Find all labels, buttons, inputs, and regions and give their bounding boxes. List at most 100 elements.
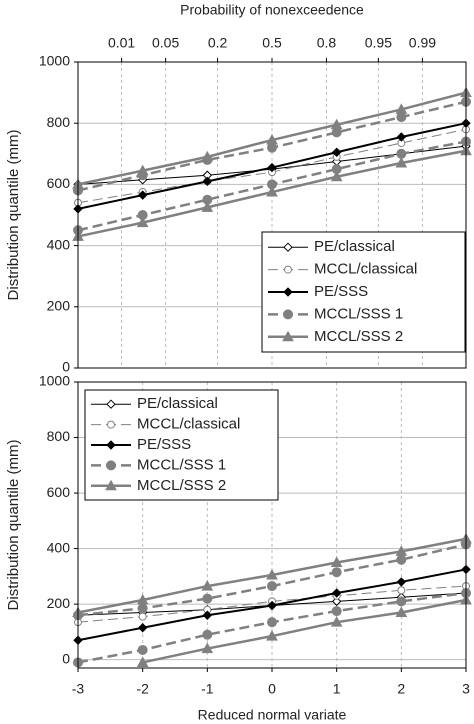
marker — [267, 617, 277, 628]
x-tick-label: -3 — [72, 681, 85, 697]
x-axis-title: Reduced normal variate — [198, 707, 347, 723]
legend-label: PE/classical — [137, 395, 218, 412]
legend-label: MCCL/SSS 2 — [137, 477, 226, 494]
y-tick-label: 400 — [47, 539, 71, 555]
x-tick-label: 1 — [333, 681, 341, 697]
legend-marker — [106, 440, 116, 450]
legend-marker — [284, 265, 292, 274]
marker — [396, 148, 407, 159]
marker — [136, 216, 149, 228]
marker — [201, 580, 214, 591]
y-axis-title: Distribution quantile (mm) — [5, 130, 22, 301]
y-tick-label: 200 — [47, 298, 71, 314]
marker — [137, 644, 148, 655]
marker — [266, 630, 278, 641]
marker — [267, 162, 277, 173]
legend-marker — [107, 420, 115, 429]
series-line — [142, 598, 467, 664]
y-tick-label: 1000 — [39, 373, 70, 389]
y-tick-label: 800 — [47, 114, 71, 130]
y-tick-label: 600 — [47, 175, 71, 191]
x2-tick-label: 0.05 — [152, 35, 179, 51]
marker — [395, 606, 408, 617]
marker — [331, 588, 342, 598]
legend-label: PE/SSS — [314, 283, 368, 300]
x2-tick-label: 0.8 — [317, 35, 337, 51]
marker — [396, 577, 407, 587]
marker — [267, 600, 277, 611]
x2-tick-label: 0.01 — [108, 35, 135, 51]
legend-marker — [106, 460, 116, 471]
y-tick-label: 1000 — [39, 53, 70, 69]
y-tick-label: 600 — [47, 484, 71, 500]
marker — [331, 606, 342, 617]
marker — [202, 610, 213, 620]
y-tick-label: 800 — [47, 428, 71, 444]
marker — [137, 623, 148, 633]
marker — [331, 127, 342, 138]
marker — [331, 147, 342, 157]
marker — [201, 201, 214, 212]
x2-tick-label: 0.5 — [262, 35, 282, 51]
marker — [266, 186, 278, 197]
marker — [201, 150, 214, 162]
x2-tick-label: 0.2 — [208, 35, 228, 51]
legend-marker — [283, 242, 293, 252]
plot-frame — [77, 61, 467, 369]
marker — [136, 593, 149, 605]
marker — [201, 642, 214, 654]
marker — [267, 581, 277, 592]
marker — [266, 568, 278, 580]
marker — [266, 134, 278, 145]
y-tick-label: 400 — [47, 236, 71, 252]
legend-label: MCCL/SSS 1 — [314, 305, 403, 322]
x2-tick-label: 0.99 — [409, 35, 436, 51]
y-tick-label: 0 — [62, 650, 70, 666]
y-axis-title: Distribution quantile (mm) — [5, 440, 22, 611]
legend-label: MCCL/classical — [314, 261, 417, 278]
marker — [330, 616, 343, 627]
marker — [395, 103, 408, 114]
legend-marker — [283, 287, 293, 297]
marker — [138, 612, 147, 621]
marker — [395, 545, 408, 556]
marker — [331, 596, 342, 607]
marker — [395, 156, 408, 168]
marker — [137, 603, 148, 614]
marker — [202, 176, 213, 187]
legend-label: MCCL/SSS 1 — [137, 456, 226, 473]
x-tick-label: 3 — [462, 681, 470, 697]
legend-marker — [105, 479, 117, 491]
x2-axis-title: Probability of nonexceedence — [180, 2, 364, 18]
marker — [396, 132, 407, 142]
plot-frame — [77, 381, 467, 669]
x-tick-label: 2 — [397, 681, 405, 697]
marker — [397, 586, 406, 595]
x2-tick-label: 0.95 — [365, 35, 392, 51]
marker — [330, 556, 343, 567]
y-tick-label: 200 — [47, 595, 71, 611]
marker — [137, 190, 148, 200]
legend-marker — [106, 399, 116, 409]
legend-label: MCCL/SSS 2 — [314, 328, 403, 345]
legend-marker — [283, 309, 293, 320]
marker — [396, 596, 407, 607]
marker — [330, 118, 343, 130]
y-tick-label: 0 — [62, 359, 70, 375]
marker — [136, 164, 149, 176]
x-tick-label: 0 — [268, 681, 276, 697]
marker — [331, 567, 342, 578]
x-tick-label: -2 — [136, 681, 149, 697]
legend-marker — [282, 330, 294, 342]
marker — [202, 593, 213, 604]
legend-label: PE/SSS — [137, 436, 191, 453]
x-tick-label: -1 — [201, 681, 214, 697]
marker — [202, 629, 213, 640]
legend-label: PE/classical — [314, 238, 395, 255]
marker — [396, 554, 407, 565]
marker — [330, 170, 343, 182]
legend-label: MCCL/classical — [137, 416, 240, 433]
marker — [136, 656, 149, 667]
